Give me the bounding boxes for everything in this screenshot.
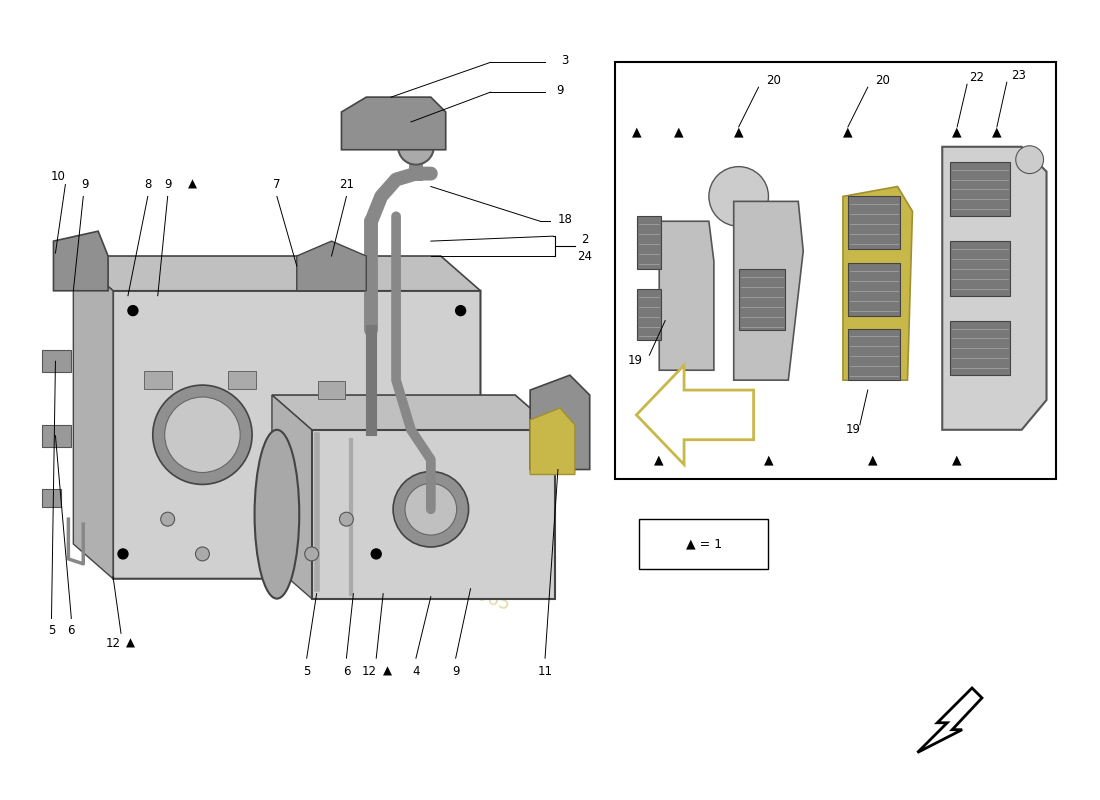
Polygon shape	[848, 263, 900, 315]
Text: 10: 10	[51, 170, 66, 183]
Text: 2: 2	[581, 233, 589, 246]
Text: 12: 12	[106, 637, 121, 650]
Text: a passion for parts since 1965: a passion for parts since 1965	[250, 504, 513, 614]
Polygon shape	[950, 241, 1010, 296]
Polygon shape	[848, 329, 900, 380]
Text: ▲: ▲	[631, 126, 641, 138]
Circle shape	[196, 547, 209, 561]
Text: 6: 6	[343, 665, 350, 678]
Text: 12: 12	[362, 665, 377, 678]
Circle shape	[405, 483, 456, 535]
Text: ▲: ▲	[868, 453, 878, 466]
Polygon shape	[637, 216, 661, 269]
Polygon shape	[311, 430, 556, 598]
Circle shape	[153, 385, 252, 485]
Bar	[42, 425, 72, 446]
Text: ▲: ▲	[734, 126, 744, 138]
Polygon shape	[74, 256, 481, 290]
Polygon shape	[659, 222, 714, 370]
Text: 21: 21	[339, 178, 354, 191]
Circle shape	[393, 471, 469, 547]
Text: ▲: ▲	[383, 665, 392, 678]
Polygon shape	[74, 256, 113, 578]
Polygon shape	[54, 231, 108, 290]
Circle shape	[708, 166, 769, 226]
Text: ▲: ▲	[763, 453, 773, 466]
Polygon shape	[297, 241, 366, 290]
Ellipse shape	[254, 430, 299, 598]
Polygon shape	[843, 186, 913, 380]
Circle shape	[398, 129, 433, 165]
Text: 7: 7	[273, 178, 280, 191]
Polygon shape	[950, 321, 1010, 375]
Polygon shape	[739, 269, 785, 330]
Text: 6: 6	[67, 624, 75, 637]
Circle shape	[161, 512, 175, 526]
Text: 20: 20	[766, 74, 781, 86]
Text: 19: 19	[846, 423, 860, 436]
Polygon shape	[341, 97, 446, 150]
Text: 24: 24	[578, 250, 592, 262]
Polygon shape	[734, 202, 803, 380]
Bar	[229, 371, 256, 389]
Text: ▲: ▲	[953, 126, 962, 138]
Polygon shape	[530, 375, 590, 470]
Bar	[144, 371, 172, 389]
Bar	[42, 490, 62, 507]
Text: 22: 22	[969, 70, 984, 84]
Text: 19: 19	[628, 354, 642, 366]
Circle shape	[128, 306, 138, 315]
Polygon shape	[848, 197, 900, 249]
Circle shape	[455, 306, 465, 315]
Polygon shape	[943, 146, 1046, 430]
Circle shape	[1015, 146, 1044, 174]
Text: ▲: ▲	[674, 126, 684, 138]
Bar	[615, 62, 1056, 479]
Text: 8: 8	[144, 178, 152, 191]
Polygon shape	[272, 395, 556, 430]
Text: 20: 20	[876, 74, 890, 86]
Text: 9: 9	[557, 84, 563, 97]
Polygon shape	[113, 290, 481, 578]
Circle shape	[165, 397, 240, 473]
Text: 9: 9	[81, 178, 89, 191]
Text: 18: 18	[558, 213, 572, 226]
Text: 9: 9	[164, 178, 172, 191]
Polygon shape	[917, 688, 982, 753]
Text: ▲: ▲	[992, 126, 1002, 138]
Polygon shape	[950, 162, 1010, 216]
Bar	[42, 350, 72, 372]
Circle shape	[118, 549, 128, 559]
Text: 9: 9	[452, 665, 460, 678]
Text: eurospares: eurospares	[89, 405, 316, 514]
Circle shape	[372, 549, 382, 559]
Text: ▲: ▲	[188, 178, 197, 191]
Text: 5: 5	[302, 665, 310, 678]
Text: 5: 5	[47, 624, 55, 637]
Polygon shape	[637, 366, 754, 465]
Bar	[639, 519, 769, 569]
Text: ▲: ▲	[126, 637, 135, 650]
Polygon shape	[272, 395, 311, 598]
Polygon shape	[530, 408, 575, 474]
Circle shape	[340, 512, 353, 526]
Text: ▲: ▲	[953, 453, 962, 466]
Text: 23: 23	[1011, 69, 1026, 82]
Text: ▲ = 1: ▲ = 1	[686, 538, 722, 550]
Bar	[318, 381, 345, 399]
Polygon shape	[637, 289, 661, 341]
Text: ▲: ▲	[654, 453, 664, 466]
Text: 11: 11	[538, 665, 552, 678]
Text: 4: 4	[412, 665, 420, 678]
Text: ▲: ▲	[843, 126, 852, 138]
Circle shape	[305, 547, 319, 561]
Text: 3: 3	[561, 54, 569, 67]
